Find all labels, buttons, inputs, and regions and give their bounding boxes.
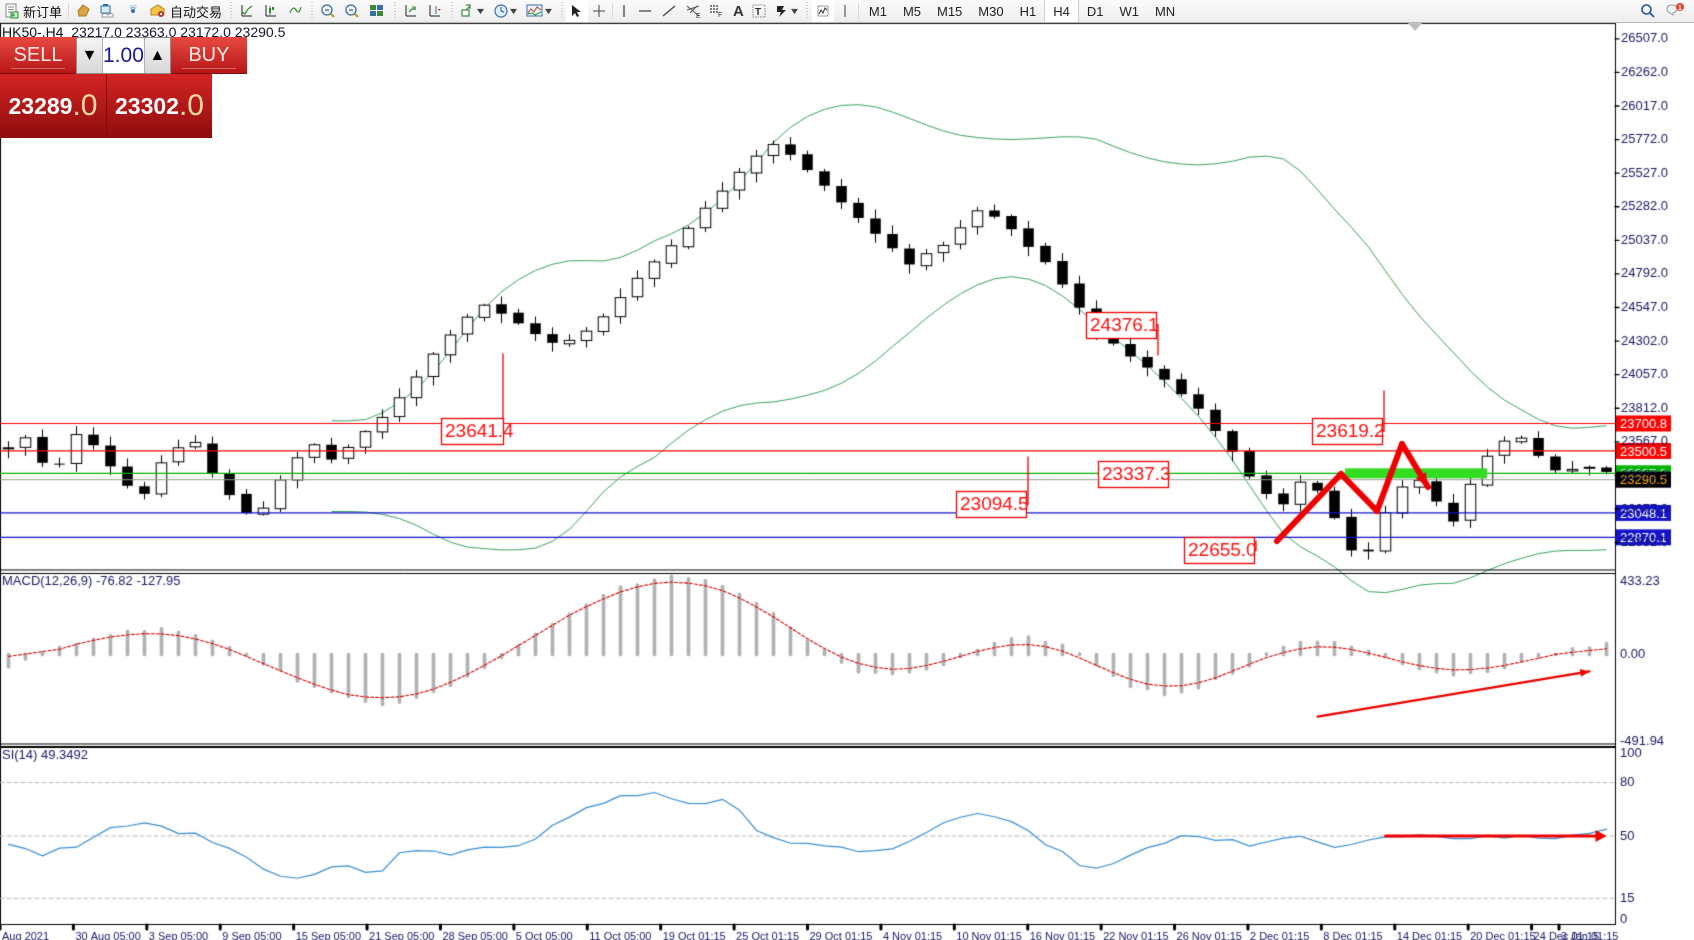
- svg-text:T: T: [755, 7, 761, 18]
- svg-text:E: E: [696, 13, 701, 18]
- svg-text:1: 1: [1678, 5, 1682, 12]
- svg-text:F: F: [718, 12, 722, 17]
